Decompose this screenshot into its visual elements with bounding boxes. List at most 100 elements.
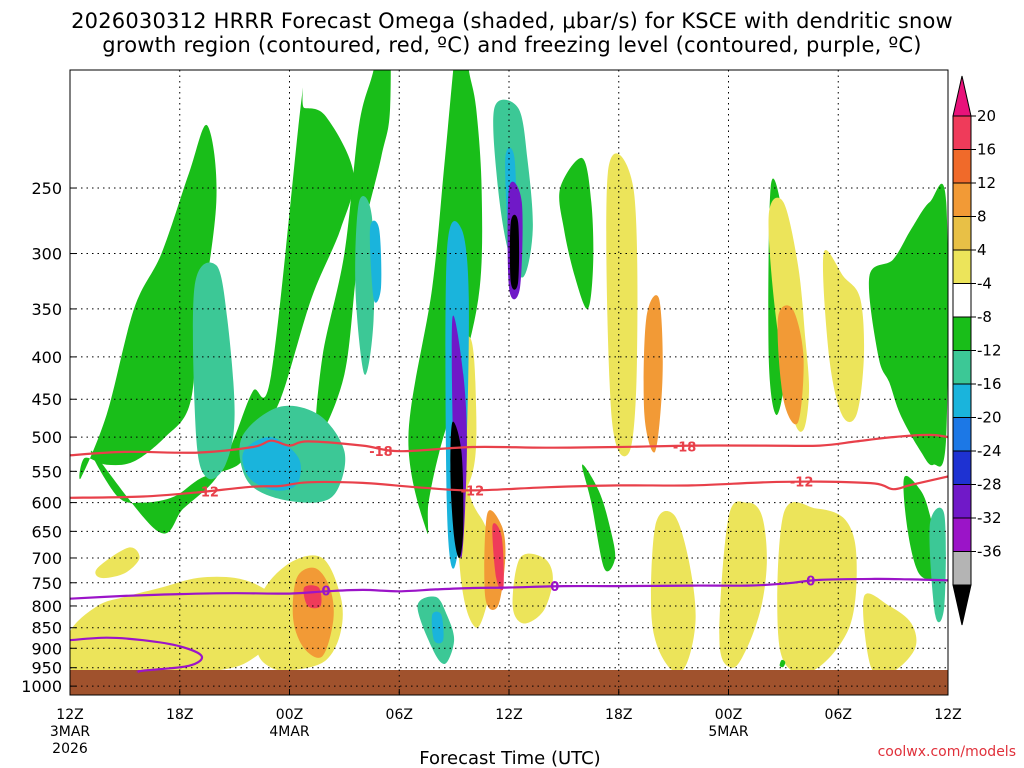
colorbar: 20 16 12 8 4 -4 -8 -12 -16 -20 -24 -28 -32 -36 xyxy=(952,75,1002,626)
y-tick-label: 800 xyxy=(31,597,62,616)
colorbar-segment xyxy=(952,517,972,552)
omega-region xyxy=(355,195,375,375)
pressure-axis: 2503003504004505005506006507007508008509… xyxy=(21,179,76,696)
contour-label: -12 xyxy=(790,476,814,491)
y-tick-label: 450 xyxy=(31,390,62,409)
chart-title-line2: growth region (contoured, red, ºC) and f… xyxy=(102,33,922,57)
y-tick-label: 750 xyxy=(31,574,62,593)
omega-region xyxy=(408,70,483,534)
credit-link[interactable]: coolwx.com/models xyxy=(878,744,1016,760)
y-tick-label: 700 xyxy=(31,549,62,568)
y-tick-label: 500 xyxy=(31,428,62,447)
omega-region xyxy=(862,593,917,676)
colorbar-label: 16 xyxy=(977,141,996,159)
omega-region xyxy=(292,567,334,658)
omega-region xyxy=(95,547,140,579)
colorbar-segment xyxy=(952,350,972,385)
colorbar-label: -8 xyxy=(977,308,992,326)
colorbar-segment xyxy=(952,182,972,217)
colorbar-label: 8 xyxy=(977,208,987,226)
y-tick-label: 350 xyxy=(31,300,62,319)
omega-region xyxy=(242,436,301,491)
colorbar-label: -24 xyxy=(977,442,1002,460)
colorbar-label: -20 xyxy=(977,409,1002,427)
colorbar-segment xyxy=(952,484,972,519)
y-tick-label: 950 xyxy=(31,659,62,678)
contour-label: 0 xyxy=(550,580,559,595)
grid-lines xyxy=(69,70,949,695)
omega-region xyxy=(70,576,281,674)
omega-region xyxy=(315,70,391,438)
contour-line xyxy=(70,577,948,600)
colorbar-label: -4 xyxy=(977,275,992,293)
y-tick-label: 1000 xyxy=(21,677,62,696)
colorbar-segment xyxy=(952,316,972,351)
colorbar-label: 20 xyxy=(977,107,996,125)
contour-lines: -18 -18 -12 -12 -12 0 0 0 xyxy=(70,433,948,674)
omega-region xyxy=(650,511,696,672)
omega-region xyxy=(559,157,594,310)
colorbar-segment xyxy=(952,551,972,586)
x-tick-date: 3MAR xyxy=(50,724,91,740)
colorbar-segment xyxy=(952,383,972,418)
omega-region xyxy=(369,220,382,303)
omega-region xyxy=(777,305,804,425)
x-tick-label: 06Z xyxy=(386,707,413,723)
contour-line xyxy=(70,433,948,457)
colorbar-label: -32 xyxy=(977,509,1002,527)
omega-region xyxy=(868,183,948,467)
x-tick-label: 06Z xyxy=(825,707,852,723)
omega-region xyxy=(512,553,553,624)
colorbar-label: -12 xyxy=(977,342,1002,360)
colorbar-label: -28 xyxy=(977,476,1002,494)
omega-region xyxy=(509,214,520,290)
y-tick-label: 850 xyxy=(31,619,62,638)
omega-region xyxy=(192,262,235,480)
colorbar-segment xyxy=(952,249,972,284)
y-tick-label: 650 xyxy=(31,522,62,541)
colorbar-segment xyxy=(952,216,972,251)
colorbar-label: 12 xyxy=(977,174,996,192)
colorbar-segment xyxy=(952,450,972,485)
contour-label: 0 xyxy=(806,574,815,589)
colorbar-segment xyxy=(952,417,972,452)
x-axis-title: Forecast Time (UTC) xyxy=(419,748,600,768)
x-tick-label: 00Z xyxy=(715,707,742,723)
colorbar-label: 4 xyxy=(977,241,987,259)
x-tick-date: 5MAR xyxy=(708,724,749,740)
colorbar-bottom-arrow xyxy=(952,584,972,626)
omega-region xyxy=(929,507,946,623)
omega-region xyxy=(822,250,865,423)
omega-region xyxy=(606,153,638,457)
y-tick-label: 250 xyxy=(31,179,62,198)
contour-line xyxy=(70,636,204,674)
colorbar-segment xyxy=(952,283,972,318)
colorbar-segment xyxy=(952,115,972,150)
colorbar-label: -36 xyxy=(977,543,1002,561)
colorbar-label: -16 xyxy=(977,375,1002,393)
y-tick-label: 300 xyxy=(31,245,62,264)
contour-label: -18 xyxy=(369,445,393,460)
y-tick-label: 400 xyxy=(31,348,62,367)
x-tick-label: 12Z xyxy=(495,707,522,723)
omega-region xyxy=(431,611,444,644)
colorbar-segment xyxy=(952,149,972,184)
y-tick-label: 600 xyxy=(31,494,62,513)
chart-title-line1: 2026030312 HRRR Forecast Omega (shaded, … xyxy=(71,9,953,33)
x-tick-date: 4MAR xyxy=(269,724,310,740)
contour-label: -12 xyxy=(461,484,485,499)
omega-region xyxy=(777,501,857,673)
x-tick-label: 00Z xyxy=(276,707,303,723)
omega-region xyxy=(582,464,616,572)
y-tick-label: 900 xyxy=(31,639,62,658)
x-tick-label: 18Z xyxy=(605,707,632,723)
colorbar-top-arrow xyxy=(952,75,972,117)
x-tick-year: 2026 xyxy=(52,741,88,757)
y-tick-label: 550 xyxy=(31,462,62,481)
omega-region xyxy=(90,87,354,534)
contour-label: -18 xyxy=(673,440,697,455)
contour-line xyxy=(70,475,948,499)
x-tick-label: 18Z xyxy=(166,707,193,723)
